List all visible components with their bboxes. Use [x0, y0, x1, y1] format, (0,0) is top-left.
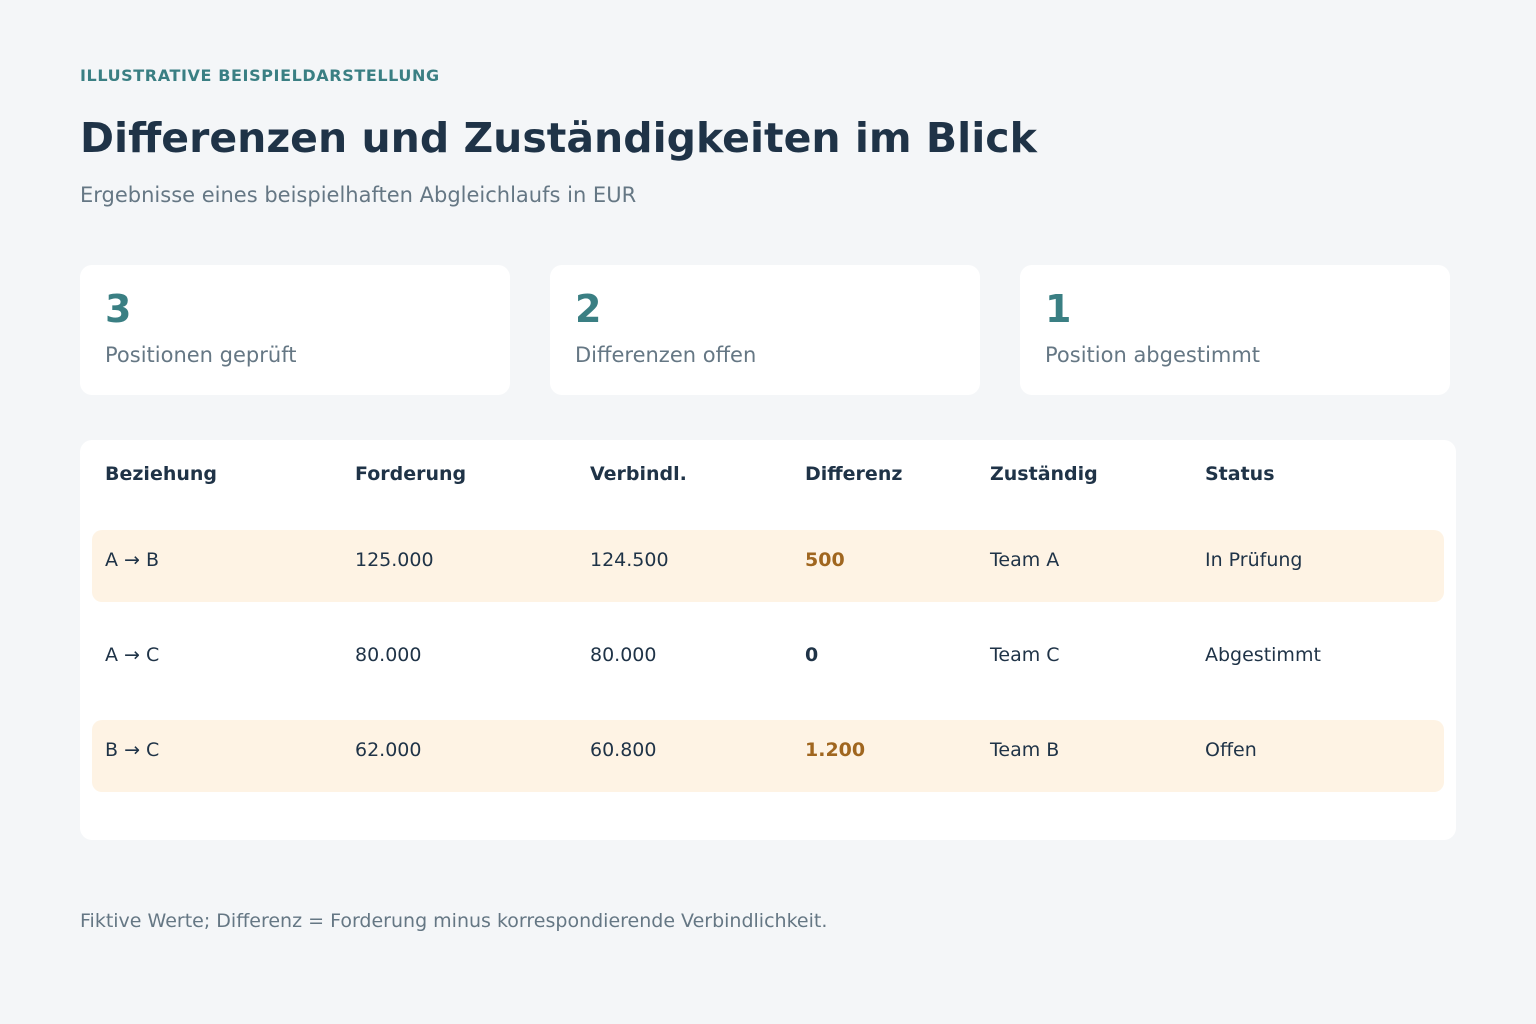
column-header-differenz: Differenz	[805, 463, 903, 485]
summary-card-label: Positionen geprüft	[105, 343, 297, 367]
column-header-zustaendig: Zuständig	[990, 463, 1098, 485]
cell-status: Offen	[1205, 739, 1257, 761]
cell-differenz: 500	[805, 549, 845, 571]
cell-verbindlichkeit: 124.500	[590, 549, 669, 571]
summary-card-reconciled: 1 Position abgestimmt	[1020, 265, 1450, 395]
cell-zustaendig: Team A	[990, 549, 1060, 571]
cell-beziehung: A → B	[105, 549, 160, 571]
cell-forderung: 125.000	[355, 549, 434, 571]
table-row-highlight	[92, 720, 1444, 792]
page-subtitle: Ergebnisse eines beispielhaften Abgleich…	[80, 183, 637, 207]
summary-card-checked: 3 Positionen geprüft	[80, 265, 510, 395]
table-row-highlight	[92, 530, 1444, 602]
cell-zustaendig: Team C	[990, 644, 1060, 666]
cell-forderung: 62.000	[355, 739, 422, 761]
cell-verbindlichkeit: 80.000	[590, 644, 657, 666]
cell-beziehung: A → C	[105, 644, 160, 666]
column-header-verbindlichkeit: Verbindl.	[590, 463, 687, 485]
column-header-status: Status	[1205, 463, 1275, 485]
summary-card-open: 2 Differenzen offen	[550, 265, 980, 395]
column-header-beziehung: Beziehung	[105, 463, 218, 485]
cell-status: In Prüfung	[1205, 549, 1303, 571]
summary-card-value: 1	[1045, 287, 1072, 331]
cell-zustaendig: Team B	[990, 739, 1060, 761]
page-title: Differenzen und Zuständigkeiten im Blick	[80, 114, 1037, 162]
cell-beziehung: B → C	[105, 739, 160, 761]
summary-card-label: Differenzen offen	[575, 343, 757, 367]
summary-card-value: 3	[105, 287, 132, 331]
column-header-forderung: Forderung	[355, 463, 467, 485]
summary-card-value: 2	[575, 287, 602, 331]
cell-forderung: 80.000	[355, 644, 422, 666]
eyebrow-label: ILLUSTRATIVE BEISPIELDARSTELLUNG	[80, 66, 440, 85]
cell-status: Abgestimmt	[1205, 644, 1321, 666]
reconciliation-table: Beziehung Forderung Verbindl. Differenz …	[80, 440, 1456, 840]
footnote: Fiktive Werte; Differenz = Forderung min…	[80, 910, 828, 932]
summary-card-label: Position abgestimmt	[1045, 343, 1261, 367]
cell-differenz: 0	[805, 644, 819, 666]
cell-verbindlichkeit: 60.800	[590, 739, 657, 761]
cell-differenz: 1.200	[805, 739, 866, 761]
